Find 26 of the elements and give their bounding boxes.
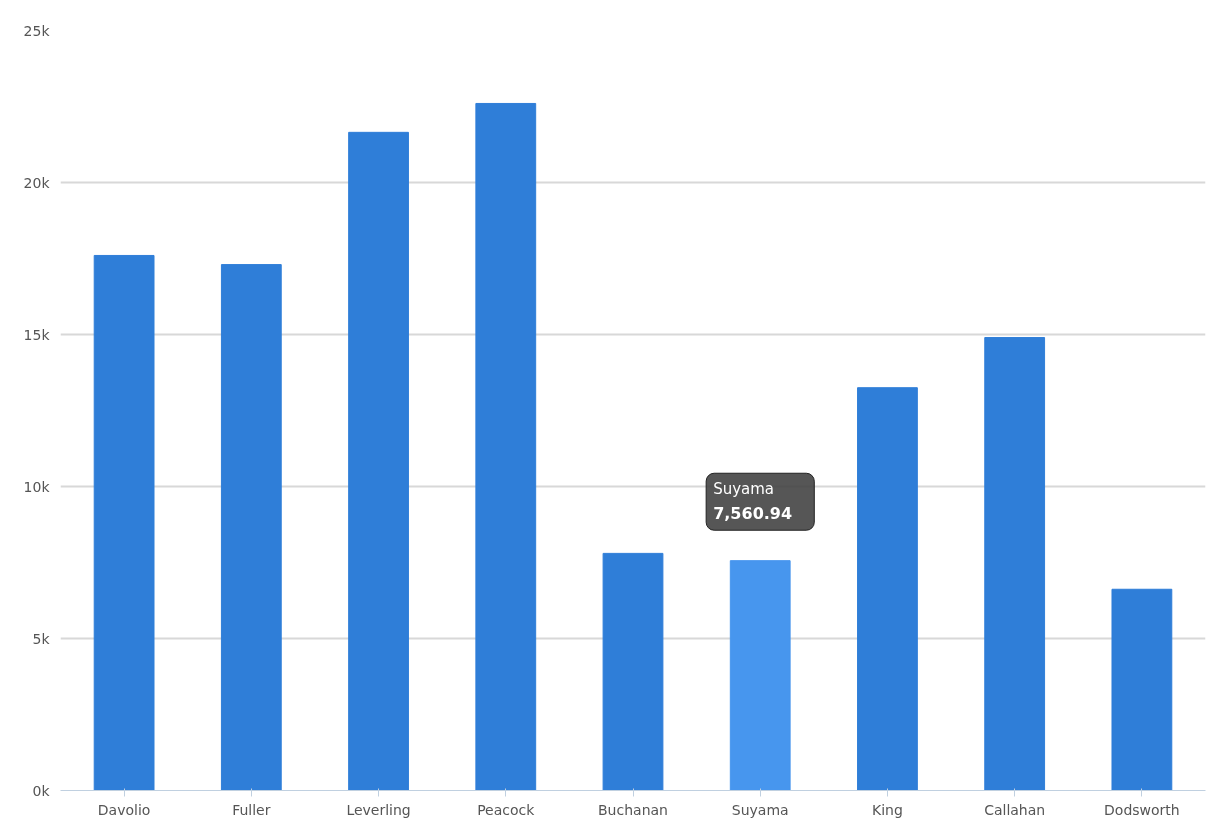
bar xyxy=(602,552,664,791)
x-tick-label: Peacock xyxy=(477,801,536,818)
bar xyxy=(93,254,155,791)
bar xyxy=(1111,588,1173,791)
x-tick-label: Fuller xyxy=(232,801,271,818)
bar xyxy=(220,264,282,791)
y-tick-label: 20k xyxy=(23,174,51,191)
data-label: 7,560.94 xyxy=(713,504,793,524)
x-tick-label: Buchanan xyxy=(598,801,668,818)
bar xyxy=(729,560,791,791)
x-tick-label: King xyxy=(872,801,903,818)
category-label: Suyama xyxy=(713,480,775,499)
y-tick-label: 10k xyxy=(23,478,51,495)
bar xyxy=(857,387,918,791)
bar xyxy=(348,131,409,791)
x-tick-label: Callahan xyxy=(984,801,1046,818)
y-tick-label: 25k xyxy=(23,22,51,39)
y-tick-label: 15k xyxy=(23,326,51,343)
x-tick-label: Dodsworth xyxy=(1104,801,1180,818)
bar xyxy=(984,337,1046,791)
bar xyxy=(475,102,537,791)
x-tick-label: Leverling xyxy=(346,801,411,818)
x-tick-label: Suyama xyxy=(731,801,789,818)
y-tick-label: 5k xyxy=(32,630,51,647)
y-tick-label: 0k xyxy=(32,782,51,799)
x-tick-label: Davolio xyxy=(97,801,151,818)
